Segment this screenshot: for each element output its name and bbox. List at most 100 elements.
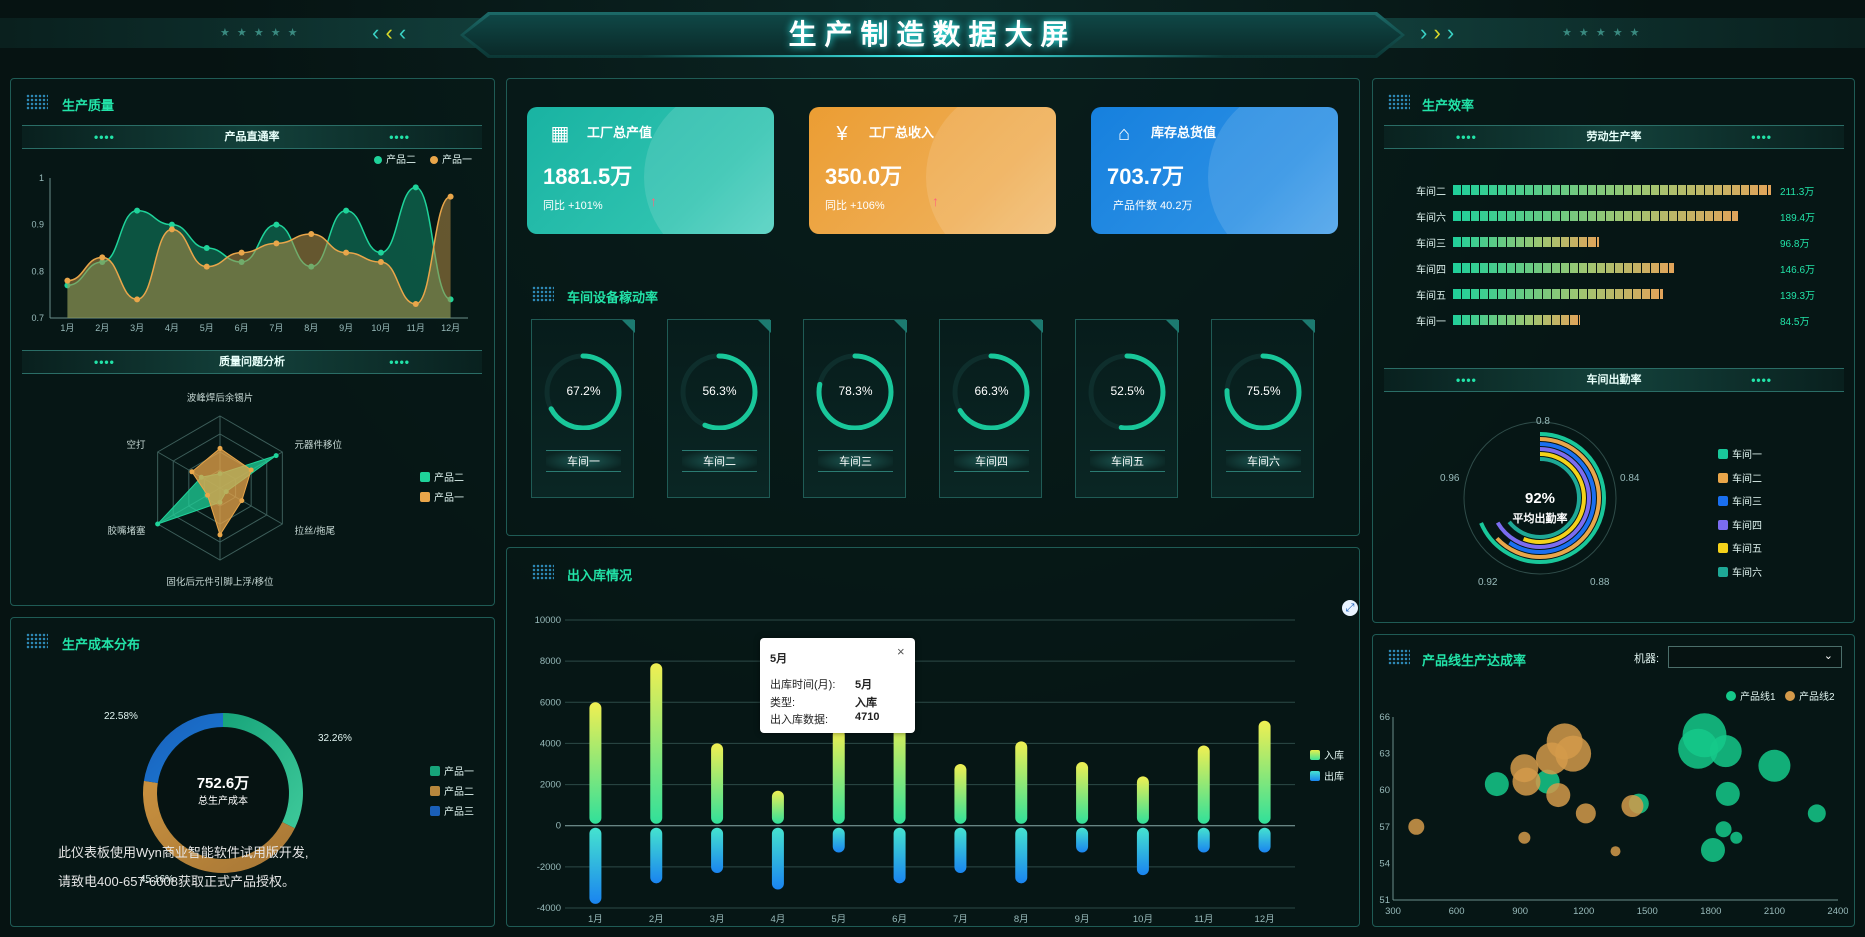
dots-grid-icon	[1388, 649, 1410, 665]
lines-legend-1[interactable]: 产品线1	[1726, 688, 1776, 703]
attendance-legend-item[interactable]: 车间六	[1718, 564, 1762, 579]
inout-panel	[506, 547, 1360, 927]
donut-slice-产品二	[143, 780, 295, 873]
scatter-xtick: 1200	[1573, 906, 1594, 917]
dots-grid-icon	[26, 633, 48, 649]
inout-xtick: 9月	[1075, 914, 1090, 925]
tooltip-row-3-label: 出入库数据:	[770, 714, 829, 726]
gauge-corner	[1030, 320, 1043, 333]
attendance-legend-item[interactable]: 车间五	[1718, 540, 1762, 555]
pass-rate-xtick: 12月	[441, 323, 460, 333]
inout-bar-in	[1136, 776, 1149, 824]
kpi-output-title: 工厂总产值	[587, 125, 653, 140]
cost-total-label: 总生产成本	[198, 796, 248, 807]
scatter-point-1	[1715, 821, 1732, 838]
inout-bar-out	[771, 827, 784, 890]
radar-point	[248, 467, 254, 473]
pass-rate-point	[99, 254, 106, 261]
gauge-value: 67.2%	[566, 384, 601, 398]
scatter-point-2	[1546, 783, 1571, 808]
issues-header: •••• 质量问题分析 ••••	[22, 350, 482, 374]
inout-legend-out[interactable]: 出库	[1310, 768, 1344, 783]
attendance-ring-6	[1499, 457, 1581, 539]
inout-bar-out	[650, 827, 663, 884]
kpi-income-title: 工厂总收入	[869, 125, 935, 140]
attendance-legend-item[interactable]: 车间二	[1718, 470, 1762, 485]
pass-rate-ytick: 0.9	[31, 220, 44, 230]
labor-header: •••• 劳动生产率 ••••	[1384, 125, 1844, 149]
pass-rate-ytick: 0.8	[31, 266, 44, 276]
attendance-tick-0.84: 0.84	[1620, 473, 1640, 484]
tooltip-row-1-label: 出库时间(月):	[770, 679, 836, 691]
attendance-tick-0.88: 0.88	[1590, 577, 1610, 588]
inout-ytick: 8000	[540, 656, 561, 667]
expand-icon[interactable]: ⤢	[1342, 600, 1358, 616]
inout-xtick: 1月	[588, 914, 603, 925]
scatter-ytick: 63	[1379, 749, 1390, 760]
pass-rate-point	[308, 231, 315, 237]
gauge-corner	[894, 320, 907, 333]
inout-bar-out	[954, 827, 967, 874]
radar-point	[205, 492, 211, 498]
inout-bar-out	[832, 827, 845, 853]
gauge-label: 车间一	[546, 450, 621, 472]
scatter-xtick: 600	[1449, 906, 1465, 917]
money-bag-icon: ¥	[836, 123, 848, 145]
labor-bar	[1453, 211, 1738, 221]
issues-title: 质量问题分析	[219, 356, 285, 368]
pass-rate-xtick: 9月	[339, 323, 353, 333]
attendance-center-label: 平均出勤率	[1512, 513, 1568, 525]
scatter-ytick: 54	[1379, 858, 1390, 869]
pass-rate-point	[377, 249, 384, 256]
pass-rate-point	[203, 245, 210, 251]
inout-xtick: 4月	[771, 914, 786, 925]
cost-legend-product2[interactable]: 产品二	[430, 783, 474, 798]
attendance-legend-item[interactable]: 车间三	[1718, 493, 1762, 508]
watermark-line1: 此仪表板使用Wyn商业智能软件试用版开发,	[58, 845, 309, 860]
legend-product1[interactable]: 产品一	[430, 151, 472, 166]
cost-legend-product3[interactable]: 产品三	[430, 803, 474, 818]
tooltip-close-icon[interactable]: ×	[897, 644, 905, 659]
inout-bar-in	[1258, 720, 1271, 824]
attendance-ring-4	[1489, 447, 1591, 549]
gauge-4: 66.3% 车间四	[939, 319, 1043, 498]
scatter-point-1	[1678, 728, 1719, 769]
scatter-xtick: 300	[1385, 906, 1401, 917]
radar-axis-label: 胶嘴堵塞	[108, 525, 147, 537]
dots-grid-icon	[532, 286, 554, 302]
attendance-tick-0.96: 0.96	[1440, 473, 1460, 484]
watermark-line2: 请致电400-657-6008获取正式产品授权。	[58, 874, 295, 889]
attendance-legend-item[interactable]: 车间一	[1718, 446, 1762, 461]
gauge-label: 车间三	[818, 450, 893, 472]
inout-bar-out	[1258, 827, 1271, 853]
inout-legend-in[interactable]: 入库	[1310, 747, 1344, 762]
radar-legend-product2[interactable]: 产品二	[420, 469, 464, 484]
attendance-legend-item[interactable]: 车间四	[1718, 517, 1762, 532]
donut-slice-产品一	[223, 713, 303, 829]
inout-bar-out	[1197, 827, 1210, 853]
inout-bar-in	[893, 714, 906, 824]
quality-panel	[10, 78, 495, 606]
scatter-point-1	[1807, 804, 1826, 823]
kpi-wave-deco	[1208, 107, 1338, 234]
lines-legend-2[interactable]: 产品线2	[1785, 688, 1835, 703]
gauge-arc	[544, 353, 622, 430]
radar-legend-product1[interactable]: 产品一	[420, 489, 464, 504]
labor-row-value: 139.3万	[1780, 291, 1816, 302]
labor-row-value: 96.8万	[1780, 239, 1810, 250]
radar-point	[217, 532, 223, 538]
labor-row-label: 车间一	[1416, 317, 1446, 328]
labor-row-label: 车间四	[1416, 265, 1446, 276]
attendance-ring-3	[1484, 442, 1596, 554]
machine-select[interactable]: ⌄	[1668, 646, 1842, 668]
attendance-header: •••• 车间出勤率 ••••	[1384, 368, 1844, 392]
scatter-point-2	[1575, 803, 1596, 824]
pass-rate-header: •••• 产品直通率 ••••	[22, 125, 482, 149]
cost-legend-product1[interactable]: 产品一	[430, 763, 474, 778]
donut-slice-产品三	[143, 713, 223, 784]
donut-hole	[158, 728, 288, 858]
legend-product2[interactable]: 产品二	[374, 151, 416, 166]
title-glow-line	[640, 55, 1225, 57]
attendance-outer-ring	[1463, 421, 1617, 575]
labor-row-label: 车间五	[1416, 291, 1446, 302]
